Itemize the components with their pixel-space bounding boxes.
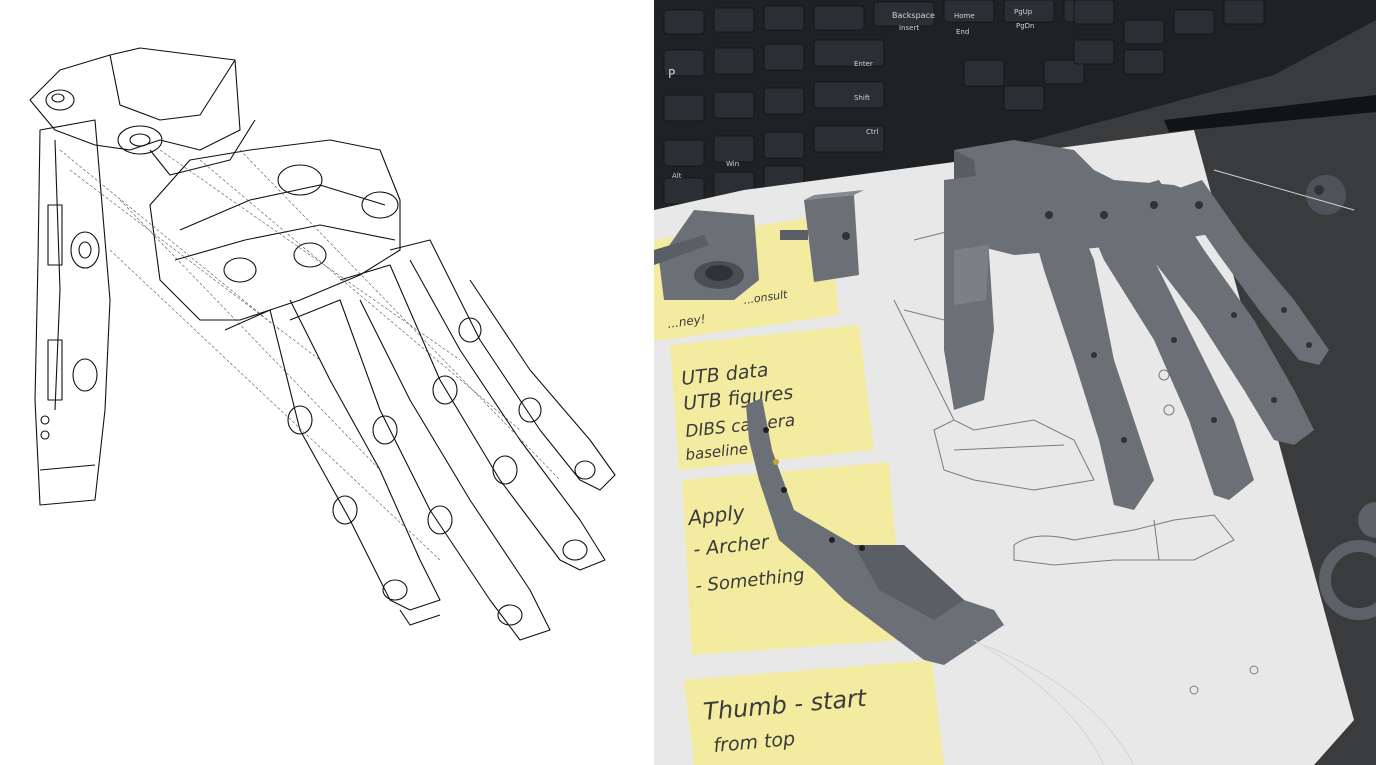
key-label-insert: Insert: [899, 24, 919, 32]
printed-finger-pinky: [1174, 180, 1329, 365]
wireframe-finger-ring: [339, 259, 606, 571]
wireframe-finger-pinky: [389, 239, 616, 491]
tendon-knob: [1213, 169, 1355, 215]
printed-thumb: [746, 398, 1135, 765]
sticky-note-2: Apply - Archer - Something: [682, 462, 904, 655]
printed-hand: [944, 140, 1329, 510]
keyboard: Backspace Insert Home PgUp Delete End Pg…: [654, 0, 1376, 215]
printed-finger-ring: [1124, 180, 1314, 445]
key-label-ctrl: Ctrl: [866, 128, 879, 136]
desk-photo: Backspace Insert Home PgUp Delete End Pg…: [654, 0, 1376, 765]
wrist-block: [29, 47, 256, 176]
key-label-pgdn: PgDn: [1016, 22, 1035, 30]
key-label-enter: Enter: [854, 60, 873, 68]
hidden-lines: [59, 149, 561, 561]
printed-bracket-part: [654, 210, 759, 300]
gear-rings: [1319, 502, 1376, 620]
key-label-shift: Shift: [854, 94, 870, 102]
photo-panel: Backspace Insert Home PgUp Delete End Pg…: [654, 0, 1376, 765]
key-label-pgup: PgUp: [1014, 8, 1033, 16]
key-label-end: End: [956, 28, 969, 36]
key-label-backspace: Backspace: [892, 11, 935, 20]
wireframe-finger-middle: [289, 299, 551, 641]
printed-finger-index: [1024, 190, 1154, 510]
pen: [1164, 95, 1376, 132]
wireframe-thumb: [34, 119, 111, 506]
wireframe-finger-index: [224, 299, 441, 626]
note-fragment-line-2: ...onsult: [743, 288, 789, 307]
printed-block-part: [780, 190, 864, 282]
printed-finger-middle: [1074, 180, 1254, 500]
pencil-sketch: [893, 229, 1259, 695]
key-label-home: Home: [954, 12, 975, 20]
key-label-p: P: [668, 67, 675, 81]
wireframe-palm: [149, 139, 401, 321]
wireframe-hand-panel: [0, 0, 654, 765]
sticky-note-3: Thumb - start from top: [684, 660, 944, 765]
key-label-alt: Alt: [672, 172, 682, 180]
wireframe-hand-drawing: [29, 47, 616, 641]
sticky-note-1: UTB data UTB figures DIBS camera baselin…: [670, 325, 874, 470]
key-label-win: Win: [726, 160, 739, 168]
note-fragment-line-3: ...ney!: [666, 312, 706, 331]
